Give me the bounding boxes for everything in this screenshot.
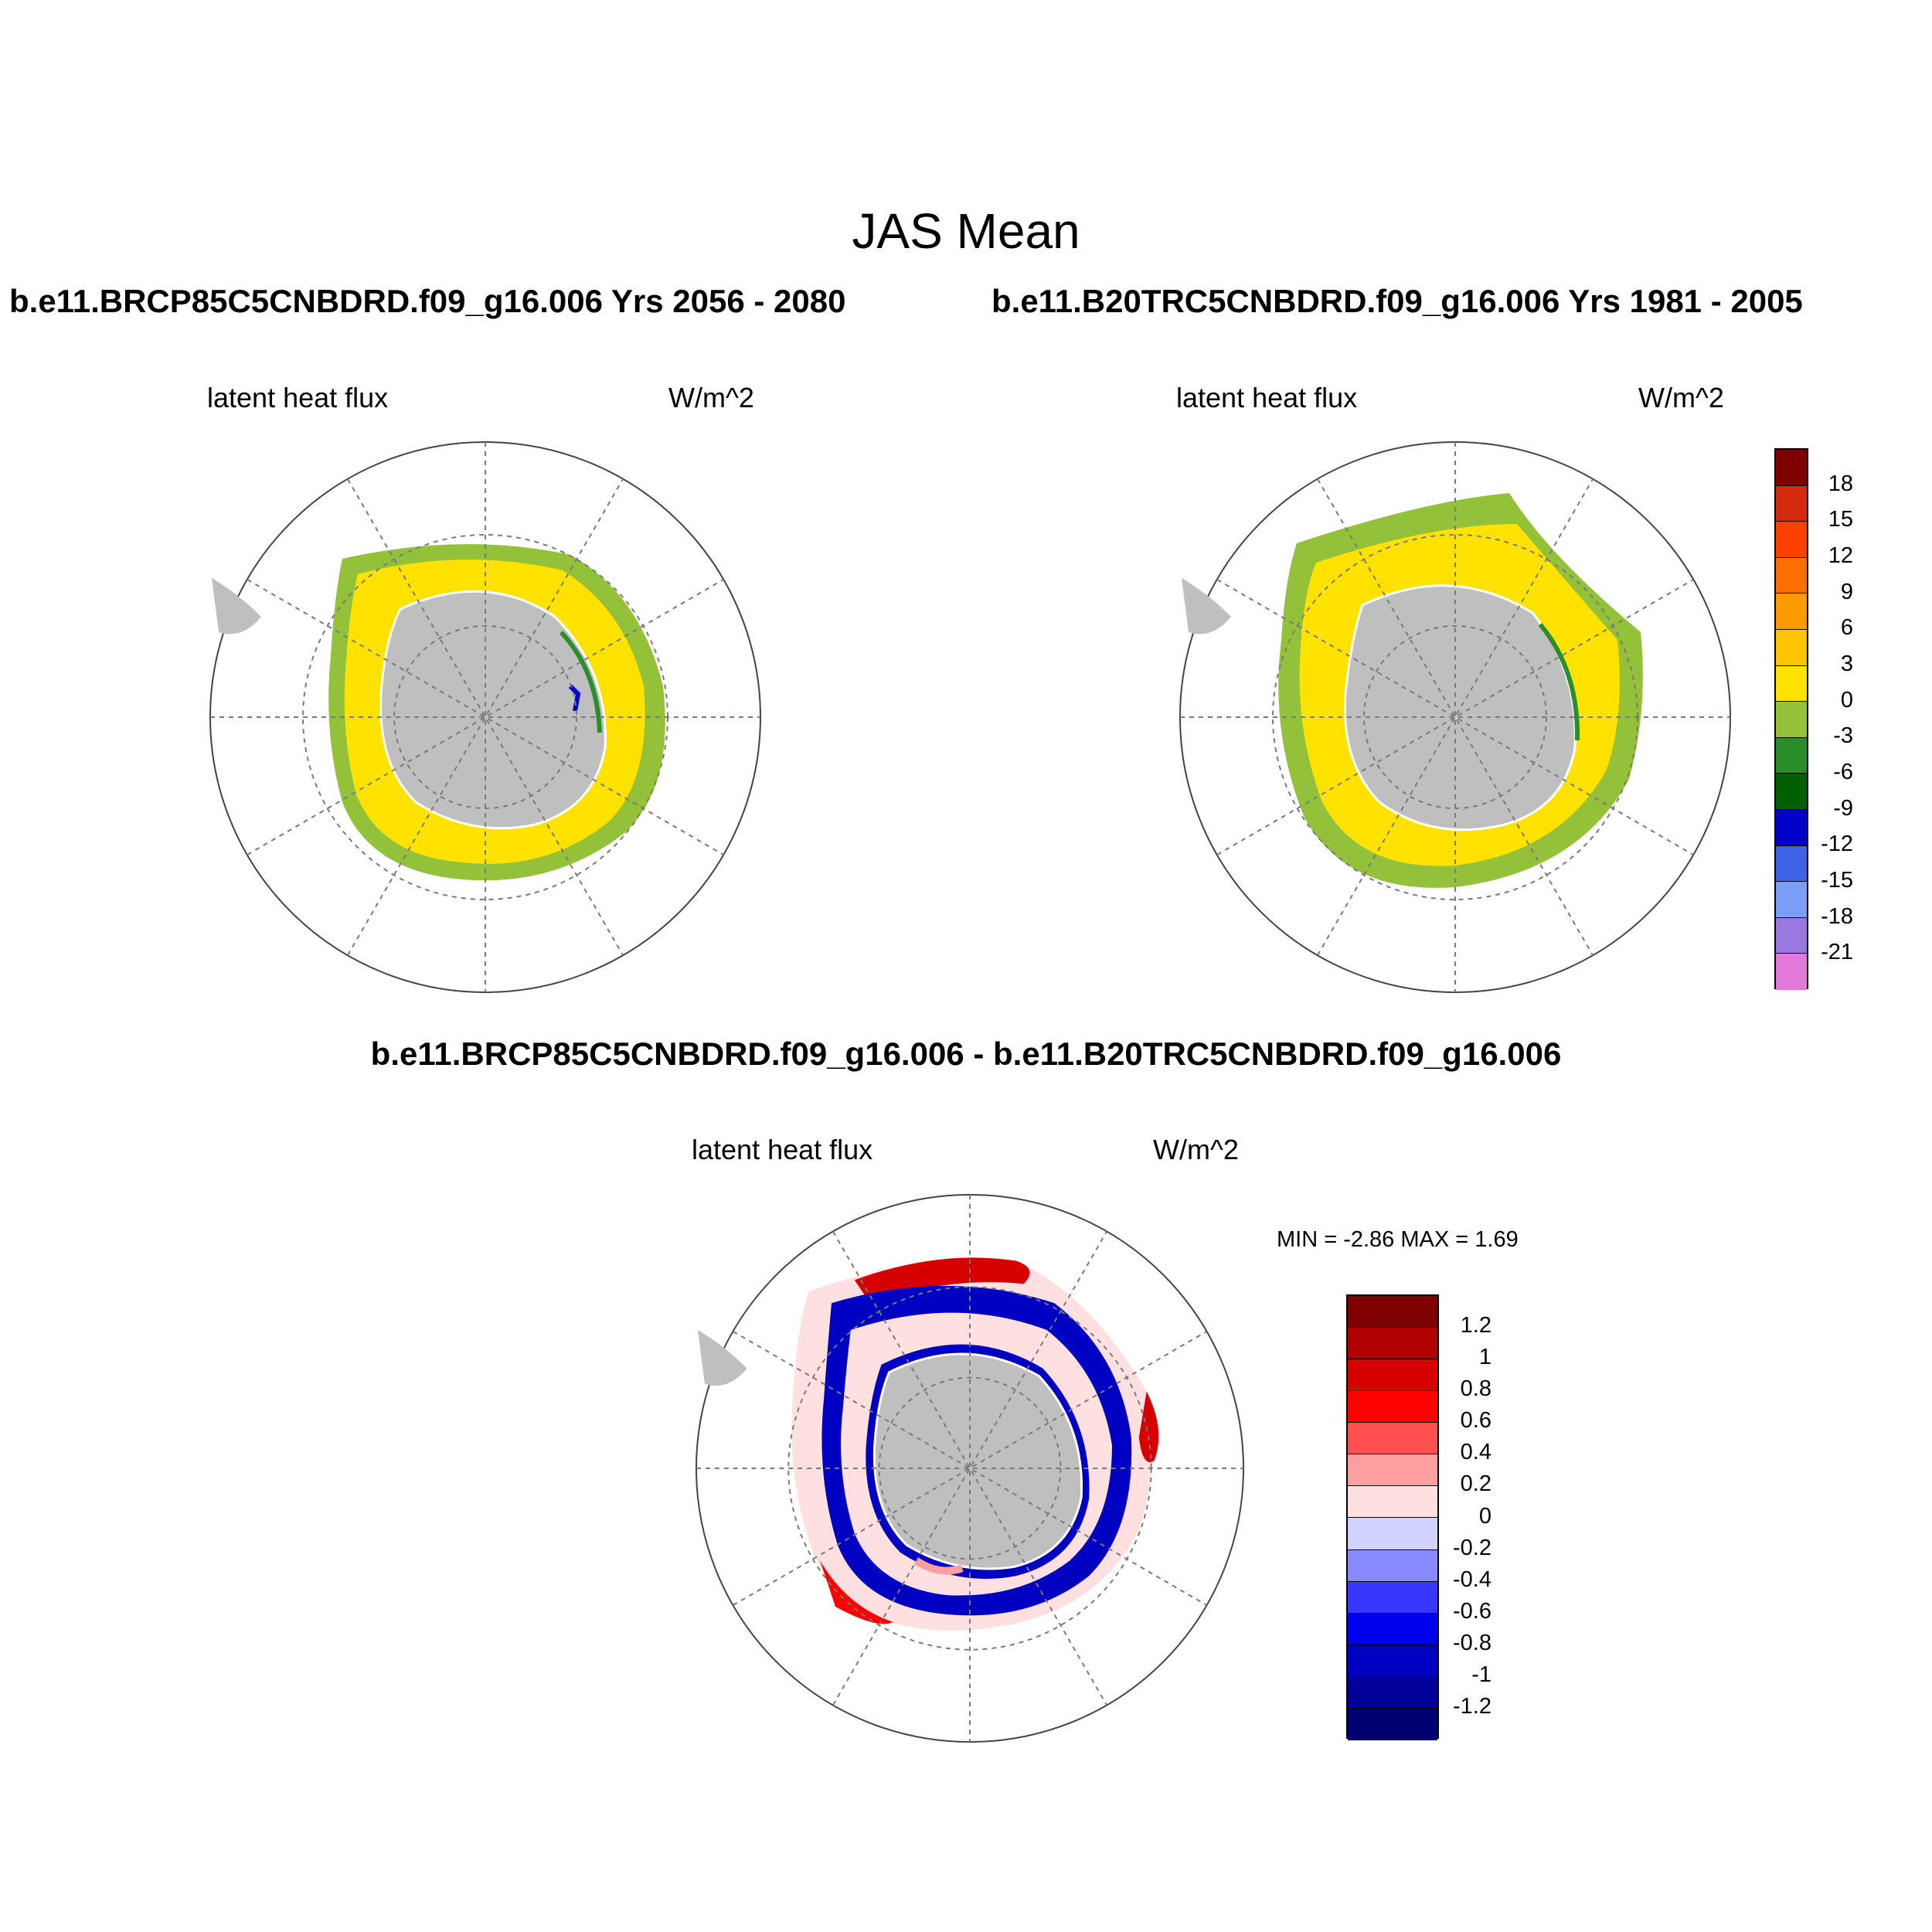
- left-panel-title: b.e11.BRCP85C5CNBDRD.f09_g16.006 Yrs 205…: [9, 283, 846, 319]
- colorbar-tick-label: 6: [1840, 615, 1853, 641]
- colorbar-swatch: [1776, 702, 1807, 738]
- left-variable-label: latent heat flux: [207, 382, 389, 413]
- colorbar-swatch: [1348, 1296, 1437, 1328]
- colorbar-swatch: [1776, 485, 1807, 522]
- left-polar-map: [209, 441, 761, 993]
- colorbar-tick-label: 12: [1828, 543, 1853, 568]
- colorbar-swatch: [1348, 1676, 1437, 1709]
- colorbar-swatch: [1776, 882, 1807, 918]
- right-units-label: W/m^2: [1638, 382, 1724, 413]
- colorbar-swatch: [1776, 557, 1807, 594]
- difference-polar-map: [695, 1193, 1245, 1743]
- colorbar-tick-label: 0.6: [1460, 1408, 1492, 1434]
- bottom-colorbar: [1346, 1294, 1439, 1740]
- colorbar-swatch: [1776, 450, 1807, 486]
- colorbar-tick-label: -15: [1821, 868, 1853, 893]
- colorbar-swatch: [1348, 1581, 1437, 1614]
- colorbar-swatch: [1776, 665, 1807, 702]
- colorbar-swatch: [1348, 1518, 1437, 1550]
- colorbar-tick-label: 0.2: [1460, 1471, 1492, 1497]
- colorbar-tick-label: -0.2: [1453, 1535, 1492, 1560]
- colorbar-tick-label: -0.8: [1453, 1630, 1492, 1655]
- colorbar-tick-label: -6: [1833, 760, 1853, 784]
- colorbar-tick-label: -9: [1833, 795, 1853, 821]
- colorbar-tick-label: 18: [1828, 471, 1853, 496]
- top-colorbar: [1774, 448, 1808, 990]
- colorbar-tick-label: -21: [1821, 940, 1853, 965]
- colorbar-swatch: [1776, 954, 1807, 990]
- colorbar-tick-label: 0: [1840, 687, 1853, 713]
- colorbar-swatch: [1348, 1486, 1437, 1519]
- colorbar-swatch: [1348, 1613, 1437, 1645]
- colorbar-swatch: [1776, 774, 1807, 810]
- colorbar-swatch: [1348, 1391, 1437, 1423]
- colorbar-tick-label: -1.2: [1453, 1693, 1492, 1719]
- diff-variable-label: latent heat flux: [692, 1134, 873, 1165]
- colorbar-tick-label: 1: [1478, 1345, 1492, 1370]
- colorbar-swatch: [1776, 809, 1807, 846]
- colorbar-tick-label: -18: [1821, 903, 1853, 929]
- colorbar-swatch: [1348, 1423, 1437, 1455]
- colorbar-tick-label: 1.2: [1460, 1313, 1492, 1338]
- main-title: JAS Mean: [852, 203, 1080, 259]
- difference-title: b.e11.BRCP85C5CNBDRD.f09_g16.006 - b.e11…: [370, 1036, 1562, 1072]
- colorbar-swatch: [1348, 1359, 1437, 1392]
- colorbar-tick-label: 15: [1828, 507, 1853, 532]
- colorbar-swatch: [1348, 1708, 1437, 1740]
- colorbar-swatch: [1348, 1549, 1437, 1582]
- colorbar-swatch: [1348, 1645, 1437, 1677]
- colorbar-tick-label: -0.6: [1453, 1598, 1492, 1624]
- colorbar-tick-label: -1: [1471, 1662, 1492, 1687]
- colorbar-tick-label: -3: [1833, 723, 1853, 749]
- min-max-label: MIN = -2.86 MAX = 1.69: [1277, 1227, 1519, 1252]
- colorbar-tick-label: -0.4: [1453, 1566, 1492, 1592]
- right-panel-title: b.e11.B20TRC5CNBDRD.f09_g16.006 Yrs 1981…: [992, 283, 1803, 319]
- colorbar-tick-label: -12: [1821, 832, 1853, 857]
- colorbar-swatch: [1348, 1328, 1437, 1360]
- left-units-label: W/m^2: [668, 382, 754, 413]
- colorbar-swatch: [1776, 629, 1807, 666]
- colorbar-tick-label: 3: [1840, 651, 1853, 676]
- colorbar-swatch: [1776, 522, 1807, 558]
- colorbar-swatch: [1348, 1454, 1437, 1487]
- right-variable-label: latent heat flux: [1176, 382, 1358, 413]
- diff-units-label: W/m^2: [1153, 1134, 1239, 1165]
- colorbar-swatch: [1776, 917, 1807, 954]
- colorbar-tick-label: 0: [1478, 1503, 1492, 1529]
- colorbar-swatch: [1776, 594, 1807, 630]
- colorbar-tick-label: 0.4: [1460, 1440, 1492, 1465]
- colorbar-tick-label: 9: [1840, 579, 1853, 604]
- right-polar-map: [1179, 441, 1731, 993]
- colorbar-tick-label: 0.8: [1460, 1376, 1492, 1402]
- colorbar-swatch: [1776, 737, 1807, 774]
- colorbar-swatch: [1776, 845, 1807, 883]
